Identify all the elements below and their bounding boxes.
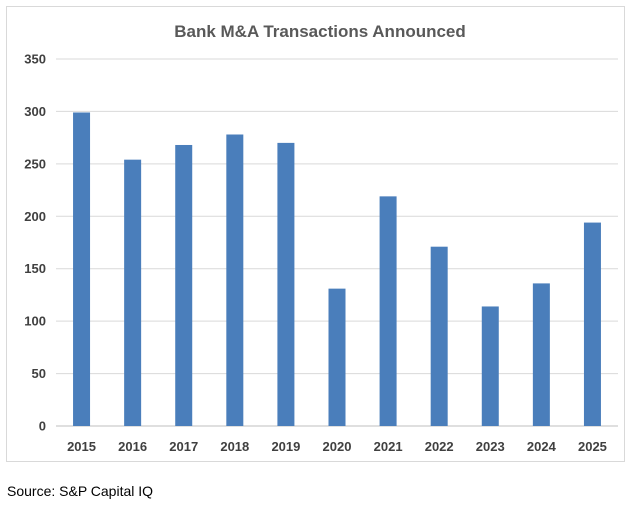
- bar-2016: [124, 159, 142, 427]
- x-tick-label: 2016: [118, 439, 147, 454]
- chart-frame: Bank M&A Transactions Announced 0 50 100 15…: [6, 6, 625, 462]
- x-tick-label: 2024: [527, 439, 557, 454]
- bar-2025: [583, 222, 601, 426]
- y-tick-label: 300: [24, 104, 46, 119]
- x-tick-label: 2018: [220, 439, 249, 454]
- x-tick-label: 2017: [169, 439, 198, 454]
- x-axis-tick-labels: 2015 2016 2017 2018 2019 2020 2021 2022 2023 2024…: [67, 439, 607, 454]
- x-tick-label: 2025: [578, 439, 607, 454]
- y-tick-label: 150: [24, 261, 46, 276]
- bar-2015: [73, 112, 91, 426]
- bar-2017: [175, 144, 193, 427]
- y-tick-label: 50: [32, 366, 46, 381]
- x-tick-label: 2015: [67, 439, 96, 454]
- x-tick-label: 2019: [271, 439, 300, 454]
- source-note: Source: S&P Capital IQ: [7, 483, 154, 499]
- x-tick-label: 2023: [476, 439, 505, 454]
- bar-2022: [430, 246, 448, 426]
- bar-2024: [532, 283, 550, 426]
- y-tick-label: 200: [24, 209, 46, 224]
- bar-chart: Bank M&A Transactions Announced 0 50 100 15…: [24, 22, 618, 454]
- x-tick-label: 2022: [425, 439, 454, 454]
- bar-2021: [379, 196, 397, 426]
- x-tick-label: 2021: [374, 439, 403, 454]
- y-tick-label: 0: [39, 419, 46, 434]
- y-tick-label: 350: [24, 52, 46, 67]
- bar-2020: [328, 288, 346, 426]
- y-tick-label: 100: [24, 314, 46, 329]
- bars: [73, 112, 601, 427]
- y-tick-label: 250: [24, 156, 46, 171]
- y-axis-tick-labels: 0 50 100 150 200 250 300 350: [24, 52, 46, 434]
- bar-2019: [277, 142, 295, 426]
- bar-2023: [481, 306, 499, 426]
- chart-title: Bank M&A Transactions Announced: [174, 22, 466, 41]
- bar-2018: [226, 134, 244, 427]
- x-tick-label: 2020: [323, 439, 352, 454]
